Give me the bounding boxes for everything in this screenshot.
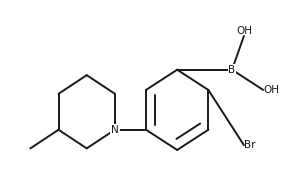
Text: Br: Br [244, 140, 255, 150]
Text: N: N [111, 125, 119, 135]
Text: OH: OH [263, 85, 279, 95]
Text: OH: OH [236, 26, 252, 36]
Text: B: B [229, 65, 236, 75]
